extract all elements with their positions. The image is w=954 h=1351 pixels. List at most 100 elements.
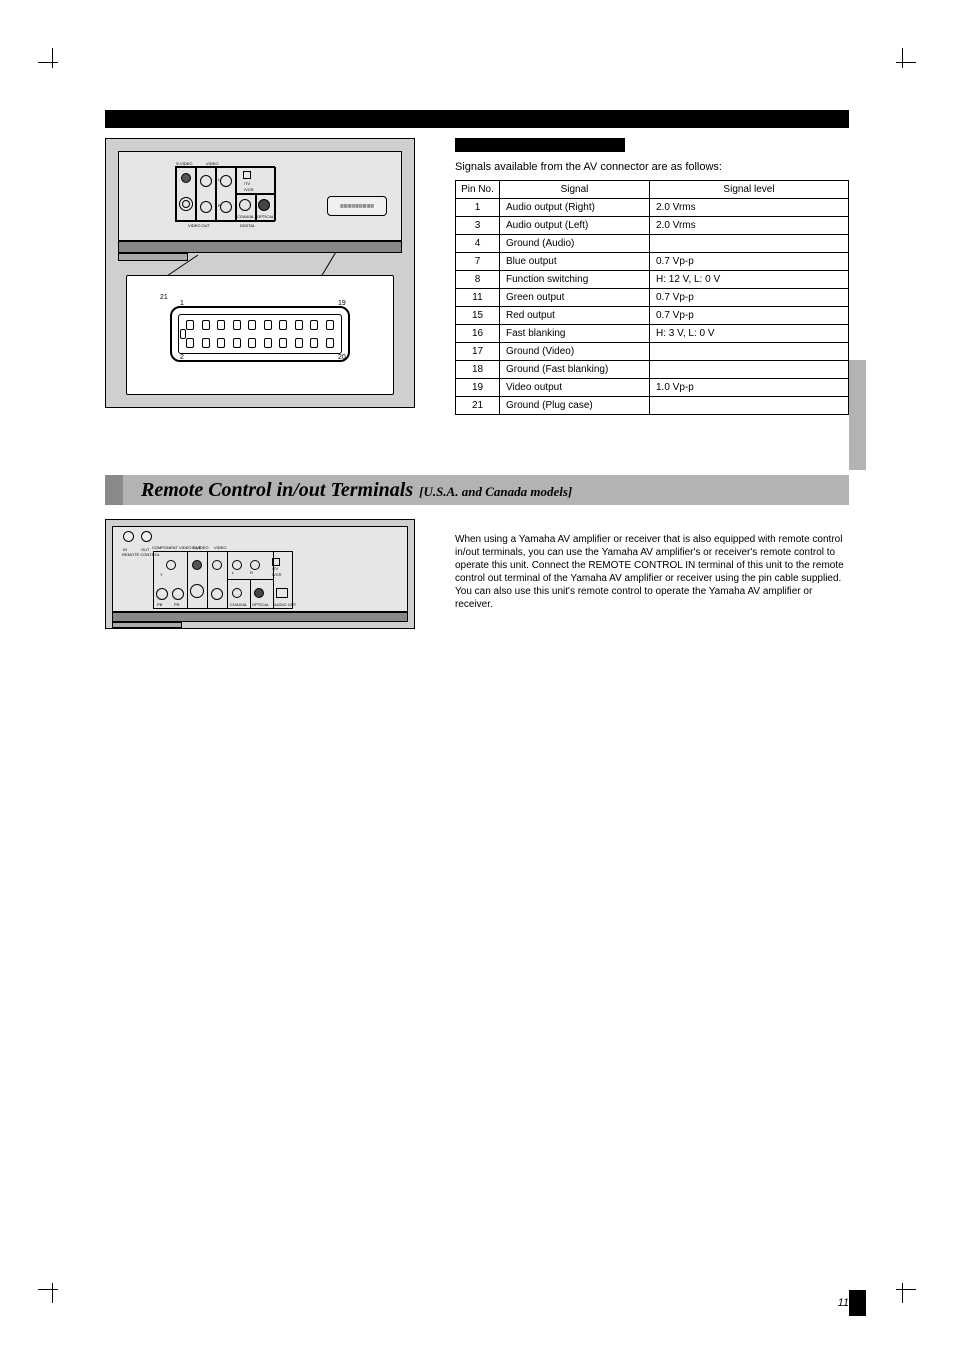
label-r: R bbox=[218, 203, 221, 208]
crop-mark bbox=[38, 48, 66, 76]
cell-level: H: 3 V, L: 0 V bbox=[650, 325, 849, 343]
right-column: Signals available from the AV connector … bbox=[455, 138, 849, 415]
label-audio-out2: AUDIO OUT bbox=[274, 602, 296, 607]
cell-signal: Ground (Plug case) bbox=[500, 397, 650, 415]
chassis-shelf bbox=[118, 241, 402, 253]
crop-mark bbox=[38, 1275, 66, 1303]
signals-table: Pin No. Signal Signal level 1Audio outpu… bbox=[455, 180, 849, 415]
chassis-top-view: S-VIDEO VIDEO /TV /VCR VIDEO OUT COAXIAL… bbox=[112, 145, 408, 255]
label-coaxial: COAXIAL bbox=[237, 214, 254, 219]
cell-pin: 16 bbox=[456, 325, 500, 343]
remote-two-col: IN OUT REMOTE CONTROL bbox=[105, 519, 849, 629]
remote-out-jack bbox=[141, 531, 152, 542]
remote-in-jack bbox=[123, 531, 134, 542]
label-tv2: /TV bbox=[272, 566, 278, 571]
cell-pin: 21 bbox=[456, 397, 500, 415]
cell-signal: Audio output (Left) bbox=[500, 217, 650, 235]
scart-connector-small: ▥▥▥▥▥▥▥▥▥ bbox=[327, 196, 387, 216]
signals-heading-bar bbox=[455, 138, 625, 152]
cell-pin: 18 bbox=[456, 361, 500, 379]
page: S-VIDEO VIDEO /TV /VCR VIDEO OUT COAXIAL… bbox=[0, 0, 954, 1351]
cell-pin: 1 bbox=[456, 199, 500, 217]
crop-mark bbox=[888, 48, 916, 76]
scart-connector-large bbox=[170, 306, 350, 362]
two-column-layout: S-VIDEO VIDEO /TV /VCR VIDEO OUT COAXIAL… bbox=[105, 138, 849, 415]
cell-pin: 4 bbox=[456, 235, 500, 253]
table-row: 18Ground (Fast blanking) bbox=[456, 361, 849, 379]
cell-signal: Fast blanking bbox=[500, 325, 650, 343]
cell-level: 2.0 Vrms bbox=[650, 199, 849, 217]
remote-section-bar: Remote Control in/out Terminals [U.S.A. … bbox=[105, 475, 849, 505]
cell-pin: 19 bbox=[456, 379, 500, 397]
table-row: 17Ground (Video) bbox=[456, 343, 849, 361]
label-pr: PR bbox=[174, 602, 180, 607]
remote-port-grid: COMPONENT VIDEO OUT S-VIDEO VIDEO VIDEO … bbox=[153, 551, 293, 609]
label-video-out: VIDEO OUT bbox=[188, 223, 210, 228]
th-pin: Pin No. bbox=[456, 181, 500, 199]
remote-foot bbox=[112, 622, 182, 628]
crop-mark bbox=[888, 1275, 916, 1303]
table-row: 19Video output1.0 Vp-p bbox=[456, 379, 849, 397]
cell-level: 0.7 Vp-p bbox=[650, 289, 849, 307]
label-vcr: /VCR bbox=[244, 187, 254, 192]
label-video: VIDEO bbox=[206, 161, 218, 166]
cell-level bbox=[650, 361, 849, 379]
cell-signal: Audio output (Right) bbox=[500, 199, 650, 217]
cell-level: 1.0 Vp-p bbox=[650, 379, 849, 397]
top-black-bar bbox=[105, 110, 849, 128]
table-row: 3Audio output (Left)2.0 Vrms bbox=[456, 217, 849, 235]
pin-2: 2 bbox=[180, 354, 184, 361]
cell-pin: 15 bbox=[456, 307, 500, 325]
remote-section-subtitle: [U.S.A. and Canada models] bbox=[419, 484, 572, 500]
cell-level: 0.7 Vp-p bbox=[650, 307, 849, 325]
page-number: 11 bbox=[838, 1297, 849, 1309]
cell-level bbox=[650, 397, 849, 415]
pin-20: 20 bbox=[338, 354, 346, 361]
table-row: 1Audio output (Right)2.0 Vrms bbox=[456, 199, 849, 217]
remote-diagram: IN OUT REMOTE CONTROL bbox=[105, 519, 415, 629]
pin-1: 1 bbox=[180, 300, 184, 307]
signals-title: Signals available from the AV connector … bbox=[455, 160, 849, 174]
pin-21: 21 bbox=[160, 294, 168, 301]
label-pb: PB bbox=[157, 602, 162, 607]
rear-panel-diagram: S-VIDEO VIDEO /TV /VCR VIDEO OUT COAXIAL… bbox=[105, 138, 415, 408]
pin-19: 19 bbox=[338, 300, 346, 307]
port-block: S-VIDEO VIDEO /TV /VCR VIDEO OUT COAXIAL… bbox=[175, 166, 275, 222]
cell-pin: 7 bbox=[456, 253, 500, 271]
th-level: Signal level bbox=[650, 181, 849, 199]
cell-pin: 8 bbox=[456, 271, 500, 289]
remote-right: When using a Yamaha AV amplifier or rece… bbox=[455, 519, 849, 629]
cell-pin: 3 bbox=[456, 217, 500, 235]
remote-body-text: When using a Yamaha AV amplifier or rece… bbox=[455, 533, 849, 611]
cell-signal: Blue output bbox=[500, 253, 650, 271]
remote-shelf bbox=[112, 612, 408, 622]
label-r2: R bbox=[250, 570, 253, 575]
cell-signal: Red output bbox=[500, 307, 650, 325]
chassis-foot bbox=[118, 253, 188, 261]
label-svideo2: S-VIDEO bbox=[192, 545, 208, 550]
label-optical: OPTICAL bbox=[257, 214, 274, 219]
content-area: S-VIDEO VIDEO /TV /VCR VIDEO OUT COAXIAL… bbox=[105, 110, 849, 1291]
label-coaxial2: COAXIAL bbox=[230, 602, 247, 607]
cell-signal: Ground (Audio) bbox=[500, 235, 650, 253]
table-row: 4Ground (Audio) bbox=[456, 235, 849, 253]
cell-level bbox=[650, 343, 849, 361]
remote-left: IN OUT REMOTE CONTROL bbox=[105, 519, 415, 629]
cell-pin: 17 bbox=[456, 343, 500, 361]
cell-signal: Green output bbox=[500, 289, 650, 307]
table-row: 8Function switchingH: 12 V, L: 0 V bbox=[456, 271, 849, 289]
remote-section-title: Remote Control in/out Terminals bbox=[141, 479, 413, 502]
label-video2: VIDEO bbox=[214, 545, 226, 550]
table-row: 15Red output0.7 Vp-p bbox=[456, 307, 849, 325]
rear-face: S-VIDEO VIDEO /TV /VCR VIDEO OUT COAXIAL… bbox=[118, 151, 402, 241]
label-tv: /TV bbox=[244, 181, 250, 186]
label-svideo: S-VIDEO bbox=[176, 161, 192, 166]
label-l: L bbox=[218, 177, 220, 182]
left-column: S-VIDEO VIDEO /TV /VCR VIDEO OUT COAXIAL… bbox=[105, 138, 415, 415]
label-l2: L bbox=[232, 570, 234, 575]
cell-signal: Ground (Video) bbox=[500, 343, 650, 361]
table-row: 21Ground (Plug case) bbox=[456, 397, 849, 415]
cell-level: 0.7 Vp-p bbox=[650, 253, 849, 271]
label-optical2: OPTICAL bbox=[252, 602, 269, 607]
remote-ports: IN OUT REMOTE CONTROL bbox=[123, 531, 156, 545]
